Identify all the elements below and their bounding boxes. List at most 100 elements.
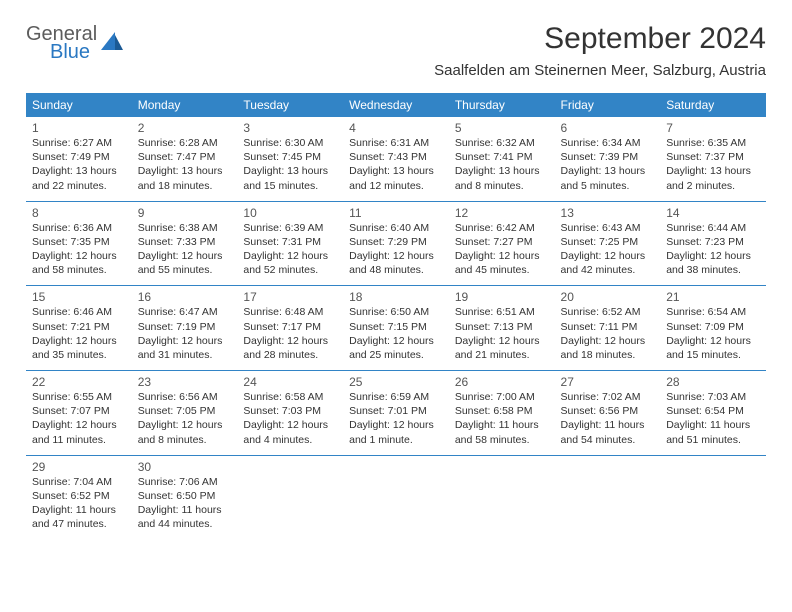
calendar-day-cell: 30Sunrise: 7:06 AMSunset: 6:50 PMDayligh… [132, 455, 238, 539]
dl2-text: and 45 minutes. [455, 263, 549, 277]
dl1-text: Daylight: 12 hours [243, 418, 337, 432]
dl1-text: Daylight: 13 hours [666, 164, 760, 178]
dl1-text: Daylight: 12 hours [138, 418, 232, 432]
calendar-body: 1Sunrise: 6:27 AMSunset: 7:49 PMDaylight… [26, 117, 766, 539]
sunset-text: Sunset: 7:35 PM [32, 235, 126, 249]
dl2-text: and 5 minutes. [561, 179, 655, 193]
weekday-header: Sunday [26, 93, 132, 117]
day-number: 27 [561, 375, 655, 389]
sunset-text: Sunset: 7:37 PM [666, 150, 760, 164]
calendar-day-cell: 8Sunrise: 6:36 AMSunset: 7:35 PMDaylight… [26, 201, 132, 286]
day-number: 28 [666, 375, 760, 389]
sunset-text: Sunset: 7:11 PM [561, 320, 655, 334]
dl1-text: Daylight: 12 hours [32, 249, 126, 263]
dl1-text: Daylight: 12 hours [32, 334, 126, 348]
day-number: 18 [349, 290, 443, 304]
dl1-text: Daylight: 12 hours [349, 249, 443, 263]
sunset-text: Sunset: 7:23 PM [666, 235, 760, 249]
day-number: 26 [455, 375, 549, 389]
sunrise-text: Sunrise: 6:58 AM [243, 390, 337, 404]
sunrise-text: Sunrise: 6:52 AM [561, 305, 655, 319]
day-number: 5 [455, 121, 549, 135]
calendar-day-cell: 11Sunrise: 6:40 AMSunset: 7:29 PMDayligh… [343, 201, 449, 286]
dl1-text: Daylight: 12 hours [561, 334, 655, 348]
dl1-text: Daylight: 12 hours [243, 249, 337, 263]
calendar-day-cell: 26Sunrise: 7:00 AMSunset: 6:58 PMDayligh… [449, 371, 555, 456]
sunrise-text: Sunrise: 6:56 AM [138, 390, 232, 404]
sunrise-text: Sunrise: 6:59 AM [349, 390, 443, 404]
day-number: 22 [32, 375, 126, 389]
dl2-text: and 35 minutes. [32, 348, 126, 362]
dl2-text: and 21 minutes. [455, 348, 549, 362]
dl1-text: Daylight: 11 hours [666, 418, 760, 432]
dl2-text: and 28 minutes. [243, 348, 337, 362]
day-number: 19 [455, 290, 549, 304]
dl2-text: and 18 minutes. [138, 179, 232, 193]
sunset-text: Sunset: 7:29 PM [349, 235, 443, 249]
sunrise-text: Sunrise: 6:54 AM [666, 305, 760, 319]
calendar-day-cell [449, 455, 555, 539]
sunrise-text: Sunrise: 6:42 AM [455, 221, 549, 235]
calendar-week-row: 1Sunrise: 6:27 AMSunset: 7:49 PMDaylight… [26, 117, 766, 201]
calendar-day-cell: 15Sunrise: 6:46 AMSunset: 7:21 PMDayligh… [26, 286, 132, 371]
sunset-text: Sunset: 7:31 PM [243, 235, 337, 249]
day-number: 2 [138, 121, 232, 135]
weekday-header: Saturday [660, 93, 766, 117]
sunrise-text: Sunrise: 6:51 AM [455, 305, 549, 319]
sunset-text: Sunset: 7:17 PM [243, 320, 337, 334]
sunrise-text: Sunrise: 7:02 AM [561, 390, 655, 404]
day-number: 10 [243, 206, 337, 220]
dl2-text: and 18 minutes. [561, 348, 655, 362]
calendar-day-cell: 22Sunrise: 6:55 AMSunset: 7:07 PMDayligh… [26, 371, 132, 456]
sunrise-text: Sunrise: 7:06 AM [138, 475, 232, 489]
sunset-text: Sunset: 7:19 PM [138, 320, 232, 334]
dl2-text: and 11 minutes. [32, 433, 126, 447]
calendar-day-cell: 10Sunrise: 6:39 AMSunset: 7:31 PMDayligh… [237, 201, 343, 286]
dl2-text: and 52 minutes. [243, 263, 337, 277]
dl1-text: Daylight: 11 hours [455, 418, 549, 432]
sunset-text: Sunset: 7:05 PM [138, 404, 232, 418]
sunrise-text: Sunrise: 6:34 AM [561, 136, 655, 150]
dl2-text: and 8 minutes. [138, 433, 232, 447]
sunset-text: Sunset: 7:27 PM [455, 235, 549, 249]
dl2-text: and 48 minutes. [349, 263, 443, 277]
dl1-text: Daylight: 13 hours [138, 164, 232, 178]
calendar-table: Sunday Monday Tuesday Wednesday Thursday… [26, 93, 766, 539]
calendar-day-cell: 29Sunrise: 7:04 AMSunset: 6:52 PMDayligh… [26, 455, 132, 539]
sunset-text: Sunset: 7:49 PM [32, 150, 126, 164]
sunset-text: Sunset: 7:03 PM [243, 404, 337, 418]
sunset-text: Sunset: 7:43 PM [349, 150, 443, 164]
dl2-text: and 25 minutes. [349, 348, 443, 362]
sunset-text: Sunset: 7:41 PM [455, 150, 549, 164]
logo: General Blue [26, 24, 123, 62]
title-block: September 2024 Saalfelden am Steinernen … [434, 22, 766, 79]
weekday-header-row: Sunday Monday Tuesday Wednesday Thursday… [26, 93, 766, 117]
sunset-text: Sunset: 7:25 PM [561, 235, 655, 249]
sunrise-text: Sunrise: 6:27 AM [32, 136, 126, 150]
sunrise-text: Sunrise: 6:50 AM [349, 305, 443, 319]
sunrise-text: Sunrise: 6:46 AM [32, 305, 126, 319]
sunrise-text: Sunrise: 6:39 AM [243, 221, 337, 235]
sunset-text: Sunset: 6:58 PM [455, 404, 549, 418]
sunrise-text: Sunrise: 6:35 AM [666, 136, 760, 150]
calendar-day-cell: 1Sunrise: 6:27 AMSunset: 7:49 PMDaylight… [26, 117, 132, 201]
calendar-week-row: 22Sunrise: 6:55 AMSunset: 7:07 PMDayligh… [26, 371, 766, 456]
sunrise-text: Sunrise: 6:38 AM [138, 221, 232, 235]
dl2-text: and 55 minutes. [138, 263, 232, 277]
sunset-text: Sunset: 7:01 PM [349, 404, 443, 418]
sunrise-text: Sunrise: 7:03 AM [666, 390, 760, 404]
dl1-text: Daylight: 12 hours [455, 334, 549, 348]
logo-blue-text: Blue [50, 42, 97, 62]
day-number: 17 [243, 290, 337, 304]
sunset-text: Sunset: 6:56 PM [561, 404, 655, 418]
sunrise-text: Sunrise: 6:55 AM [32, 390, 126, 404]
sunset-text: Sunset: 7:13 PM [455, 320, 549, 334]
dl1-text: Daylight: 11 hours [561, 418, 655, 432]
day-number: 8 [32, 206, 126, 220]
calendar-day-cell: 16Sunrise: 6:47 AMSunset: 7:19 PMDayligh… [132, 286, 238, 371]
day-number: 30 [138, 460, 232, 474]
dl2-text: and 42 minutes. [561, 263, 655, 277]
sunset-text: Sunset: 7:39 PM [561, 150, 655, 164]
weekday-header: Monday [132, 93, 238, 117]
dl1-text: Daylight: 11 hours [138, 503, 232, 517]
